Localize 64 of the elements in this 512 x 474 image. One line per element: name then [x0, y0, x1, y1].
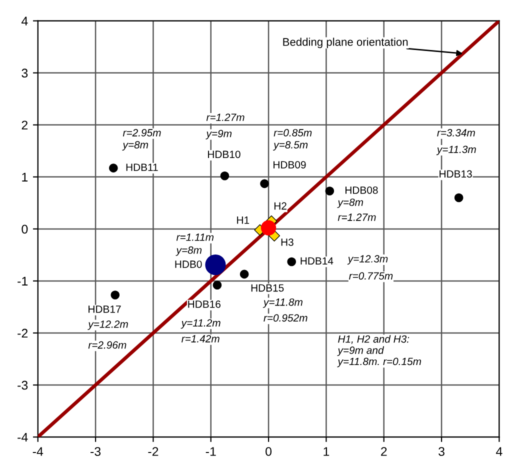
annotation: r=0.952m	[264, 314, 308, 322]
annotation: Bedding plane orientation	[283, 38, 408, 48]
y-tick-label: -2	[18, 328, 28, 338]
annotation: y=9m	[206, 130, 232, 140]
annotation: r=2.95m	[122, 129, 161, 136]
annotation: HDB11	[126, 164, 158, 171]
annotation: r=1.42m	[182, 335, 220, 342]
annotation: H2	[274, 202, 286, 210]
annotation: r=2.96m	[88, 341, 126, 349]
x-tick-label: 0	[266, 447, 272, 456]
point	[240, 270, 249, 279]
annotation: y=8m	[337, 198, 364, 208]
annotation: HDB17	[88, 306, 121, 313]
point	[260, 179, 269, 188]
point	[454, 193, 464, 202]
annotation: H3	[281, 238, 294, 246]
annotation: HDB13	[440, 170, 472, 178]
point	[287, 257, 296, 266]
y-tick-label: 3	[22, 68, 28, 78]
annotation: HDB10	[208, 150, 240, 158]
y-tick-label: 4	[22, 16, 28, 26]
y-tick-label: 0	[22, 224, 28, 234]
annotation: HDB16	[188, 300, 220, 308]
annotation: H1	[237, 216, 250, 224]
annotation: y=11.8m	[262, 298, 302, 308]
x-tick-label: 4	[496, 447, 502, 456]
y-tick-label: -1	[18, 276, 28, 286]
annotation: y=8.5m	[273, 141, 308, 151]
x-tick-label: 3	[438, 447, 444, 456]
annotation: y=12.2m	[88, 320, 128, 330]
x-tick-label: -2	[148, 447, 158, 456]
point	[260, 220, 276, 236]
annotation: r=1.27m	[206, 114, 244, 121]
y-tick-label: -3	[18, 380, 28, 390]
x-tick-label: -3	[90, 447, 101, 456]
point	[325, 186, 334, 196]
annotation: r=1.27m	[338, 214, 376, 221]
x-tick-label: 2	[381, 447, 387, 456]
y-tick-label: 2	[22, 120, 28, 130]
point	[110, 290, 120, 300]
annotation: y=8m	[176, 246, 202, 256]
annotation: r=0.85m	[274, 129, 312, 136]
x-tick-label: -4	[32, 447, 44, 456]
annotation: H1, H2 and H3: y=9m and y=11.8m. r=0.15m	[337, 335, 422, 368]
annotation: HDB14	[300, 257, 334, 265]
annotation: y=8m	[122, 141, 148, 151]
annotation: HDB08	[346, 186, 378, 194]
annotation: y=12.3m	[347, 255, 388, 265]
annotation: HDB0	[175, 260, 202, 268]
x-tick-label: -1	[206, 447, 216, 456]
x-tick-label: 1	[324, 447, 330, 456]
annotation: HDB09	[274, 161, 306, 168]
annotation: r=3.34m	[437, 129, 475, 136]
annotation: y=11.3m	[436, 146, 476, 156]
point	[212, 280, 222, 290]
annotation: r=1.11m	[176, 234, 214, 241]
y-tick-label: -4	[18, 432, 28, 442]
y-tick-label: 1	[22, 172, 28, 182]
point	[109, 164, 118, 172]
point	[205, 254, 226, 276]
annotation: HDB15	[251, 284, 284, 292]
point	[220, 171, 230, 180]
annotation: r=0.775m	[348, 272, 393, 280]
annotation: y=11.2m	[180, 319, 220, 329]
